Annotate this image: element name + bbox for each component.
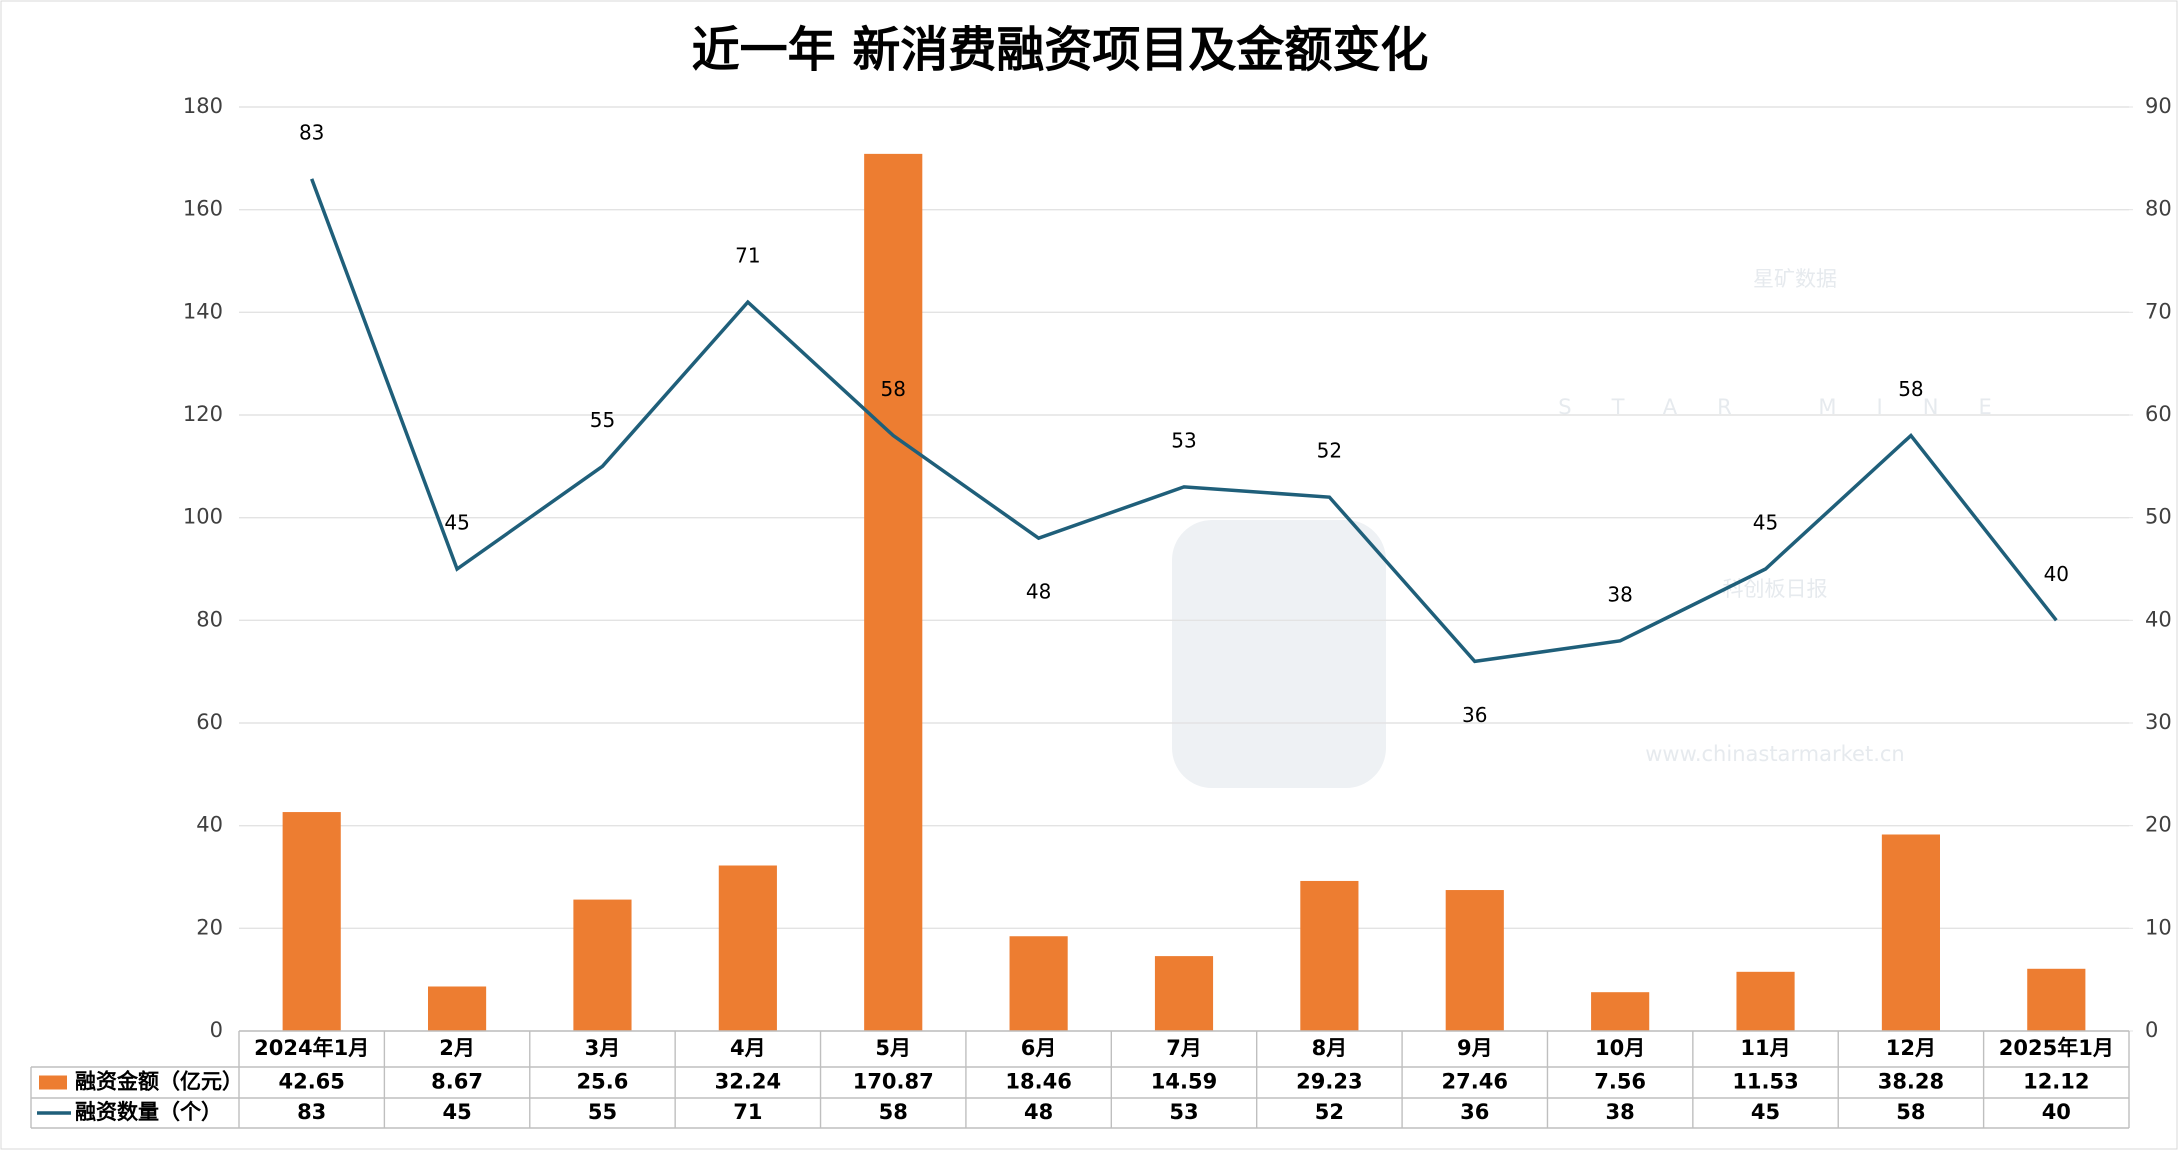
x-tick-label: 2月 <box>439 1036 475 1060</box>
data-label: 36 <box>1462 703 1487 727</box>
data-label: 38 <box>1607 582 1632 606</box>
x-tick-label: 2024年1月 <box>254 1036 369 1060</box>
bar <box>282 812 341 1031</box>
bar <box>2027 968 2086 1031</box>
bar <box>428 986 487 1031</box>
x-tick-label: 10月 <box>1595 1036 1645 1060</box>
table-value: 8.67 <box>431 1070 483 1094</box>
x-tick-label: 9月 <box>1457 1036 1493 1060</box>
y-tick-label: 160 <box>183 197 223 221</box>
y2-tick-label: 40 <box>2145 607 2172 631</box>
data-label: 71 <box>735 244 760 268</box>
table-value: 58 <box>1896 1100 1925 1124</box>
bar <box>864 153 923 1032</box>
table-value: 14.59 <box>1151 1070 1217 1094</box>
bar <box>1154 956 1214 1031</box>
data-label: 55 <box>590 408 615 432</box>
x-tick-label: 5月 <box>875 1036 911 1060</box>
legend-label: 融资数量（个） <box>75 1100 222 1124</box>
legend-label: 融资金额（亿元） <box>75 1070 243 1094</box>
y-tick-label: 20 <box>196 915 223 939</box>
table-value: 53 <box>1169 1100 1198 1124</box>
bar <box>718 865 777 1031</box>
x-tick-label: 11月 <box>1740 1036 1790 1060</box>
table-value: 36 <box>1460 1100 1489 1124</box>
y2-tick-label: 20 <box>2145 813 2172 837</box>
data-label: 40 <box>2044 562 2069 586</box>
chart-title: 近一年 新消费融资项目及金额变化 <box>692 22 1429 78</box>
y2-tick-label: 0 <box>2145 1018 2158 1042</box>
y-tick-label: 0 <box>210 1018 223 1042</box>
y-tick-label: 40 <box>196 813 223 837</box>
watermark-logo <box>1172 520 1386 788</box>
table-value: 170.87 <box>853 1070 934 1094</box>
watermark: 星矿数据 <box>1753 267 1837 291</box>
x-tick-label: 4月 <box>730 1036 766 1060</box>
x-tick-label: 6月 <box>1021 1036 1057 1060</box>
x-tick-label: 2025年1月 <box>1999 1036 2114 1060</box>
bar <box>1736 971 1795 1031</box>
table-value: 45 <box>442 1100 471 1124</box>
table-value: 42.65 <box>278 1070 344 1094</box>
table-value: 11.53 <box>1732 1070 1798 1094</box>
table-value: 38.28 <box>1878 1070 1944 1094</box>
table-value: 7.56 <box>1594 1070 1646 1094</box>
y-tick-label: 140 <box>183 299 223 323</box>
bar <box>1009 936 1068 1031</box>
x-tick-label: 3月 <box>585 1036 621 1060</box>
y-tick-label: 180 <box>183 94 223 118</box>
table-value: 32.24 <box>715 1070 781 1094</box>
bar <box>1591 992 1650 1031</box>
table-value: 12.12 <box>2023 1070 2089 1094</box>
y2-tick-label: 80 <box>2145 197 2172 221</box>
table-value: 58 <box>879 1100 908 1124</box>
data-label: 58 <box>881 377 906 401</box>
y2-tick-label: 90 <box>2145 94 2172 118</box>
y2-tick-label: 60 <box>2145 402 2172 426</box>
data-label: 83 <box>299 120 324 144</box>
table-value: 29.23 <box>1296 1070 1362 1094</box>
table-value: 48 <box>1024 1100 1053 1124</box>
bar <box>1881 834 1940 1031</box>
table-value: 18.46 <box>1005 1070 1071 1094</box>
data-label: 58 <box>1898 377 1923 401</box>
data-label: 48 <box>1026 580 1051 604</box>
y-tick-label: 80 <box>196 607 223 631</box>
table-value: 40 <box>2042 1100 2071 1124</box>
table-value: 25.6 <box>577 1070 629 1094</box>
data-label: 53 <box>1171 428 1196 452</box>
table-value: 83 <box>297 1100 326 1124</box>
x-tick-label: 12月 <box>1886 1036 1936 1060</box>
table-value: 71 <box>733 1100 762 1124</box>
y2-tick-label: 10 <box>2145 915 2172 939</box>
y2-tick-label: 30 <box>2145 710 2172 734</box>
watermark: www.chinastarmarket.cn <box>1645 742 1905 766</box>
y-tick-label: 60 <box>196 710 223 734</box>
table-value: 55 <box>588 1100 617 1124</box>
y2-tick-label: 50 <box>2145 505 2172 529</box>
y-tick-label: 100 <box>183 505 223 529</box>
data-label: 45 <box>1753 511 1778 535</box>
x-tick-label: 8月 <box>1312 1036 1348 1060</box>
table-value: 38 <box>1606 1100 1635 1124</box>
line-series <box>310 178 2058 664</box>
table-value: 52 <box>1315 1100 1344 1124</box>
x-tick-label: 7月 <box>1166 1036 1202 1060</box>
legend-swatch <box>39 1075 67 1090</box>
bar <box>1300 880 1359 1031</box>
table-value: 45 <box>1751 1100 1780 1124</box>
y-tick-label: 120 <box>183 402 223 426</box>
data-label: 52 <box>1317 439 1342 463</box>
bar <box>1445 890 1504 1031</box>
data-label: 45 <box>444 511 469 535</box>
bar <box>573 899 632 1031</box>
y2-tick-label: 70 <box>2145 299 2172 323</box>
table-value: 27.46 <box>1442 1070 1508 1094</box>
